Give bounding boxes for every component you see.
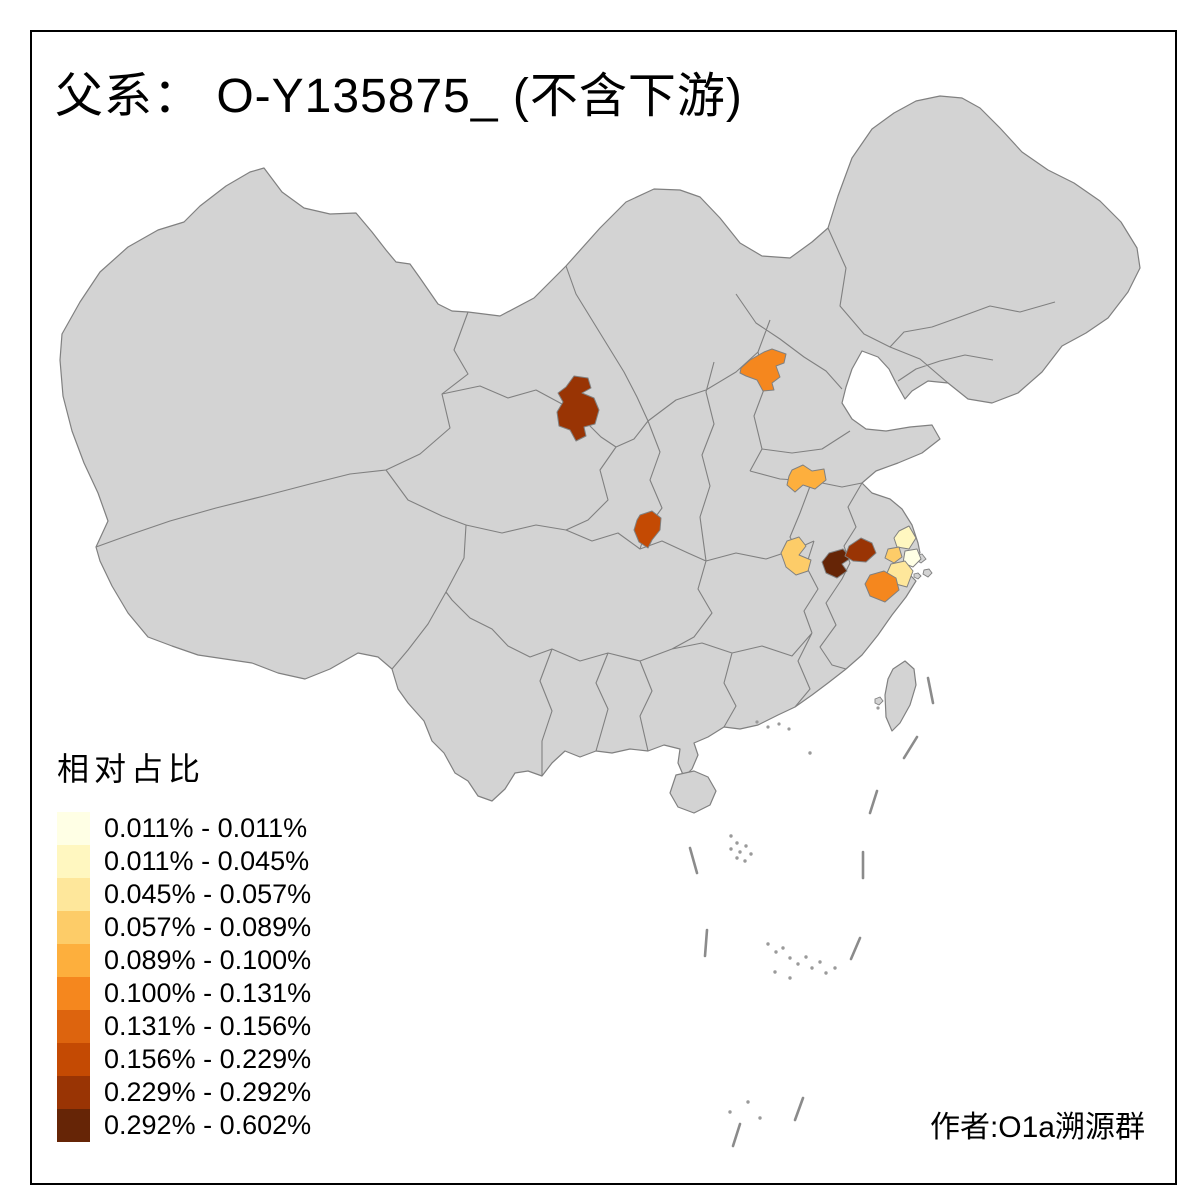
hainan-island (669, 770, 717, 814)
legend-row: 0.011% - 0.011% (57, 812, 311, 845)
region-s-jiangsu (893, 525, 917, 550)
region-nw-zhejiang (864, 570, 900, 603)
region-s-shaanxi (633, 510, 662, 549)
region-nw-hebei (739, 348, 787, 392)
legend: 相对占比 0.011% - 0.011% 0.011% - 0.045% 0.045… (57, 744, 311, 1142)
page-title: 父系： O-Y135875_ (不含下游) (55, 70, 743, 123)
region-w-anhui (780, 536, 812, 576)
legend-label: 0.131% - 0.156% (104, 1011, 312, 1041)
legend-label: 0.292% - 0.602% (104, 1110, 312, 1140)
legend-label: 0.011% - 0.045% (104, 846, 310, 876)
region-sw-anhui (821, 548, 852, 579)
taiwan-island (884, 660, 917, 732)
region-gansu-central (556, 375, 600, 442)
legend-swatch (57, 944, 90, 977)
legend-label: 0.045% - 0.057% (104, 879, 312, 909)
island-specks (728, 706, 880, 1120)
legend-swatch (57, 812, 90, 845)
legend-swatch (57, 1109, 90, 1142)
legend-swatch (57, 878, 90, 911)
legend-swatch (57, 845, 90, 878)
author-credit: 作者:O1a溯源群 (929, 1111, 1145, 1144)
legend-swatch (57, 1043, 90, 1076)
legend-label: 0.057% - 0.089% (104, 912, 312, 942)
legend-row: 0.057% - 0.089% (57, 911, 311, 944)
legend-row: 0.100% - 0.131% (57, 977, 311, 1010)
legend-row: 0.131% - 0.156% (57, 1010, 311, 1043)
legend-rows: 0.011% - 0.011% 0.011% - 0.045% 0.045% - 0… (57, 812, 311, 1142)
legend-label: 0.089% - 0.100% (104, 945, 312, 975)
province-borders (95, 227, 1056, 776)
legend-row: 0.156% - 0.229% (57, 1043, 311, 1076)
legend-title: 相对占比 (57, 751, 206, 787)
legend-label: 0.156% - 0.229% (104, 1044, 312, 1074)
region-n-jiangsu (786, 464, 827, 493)
region-n-zhejiang-a (884, 546, 903, 564)
region-s-anhui (844, 537, 877, 563)
legend-swatch (57, 977, 90, 1010)
legend-row: 0.011% - 0.045% (57, 845, 311, 878)
legend-label: 0.229% - 0.292% (104, 1077, 312, 1107)
legend-row: 0.292% - 0.602% (57, 1109, 311, 1142)
legend-row: 0.045% - 0.057% (57, 878, 311, 911)
legend-label: 0.100% - 0.131% (104, 978, 312, 1008)
legend-swatch (57, 1076, 90, 1109)
legend-swatch (57, 1010, 90, 1043)
legend-label: 0.011% - 0.011% (104, 813, 308, 843)
legend-row: 0.089% - 0.100% (57, 944, 311, 977)
highlighted-regions (556, 348, 922, 603)
nine-dash-line (688, 676, 935, 1148)
mainland-outline (59, 95, 1141, 802)
legend-swatch (57, 911, 90, 944)
legend-row: 0.229% - 0.292% (57, 1076, 311, 1109)
